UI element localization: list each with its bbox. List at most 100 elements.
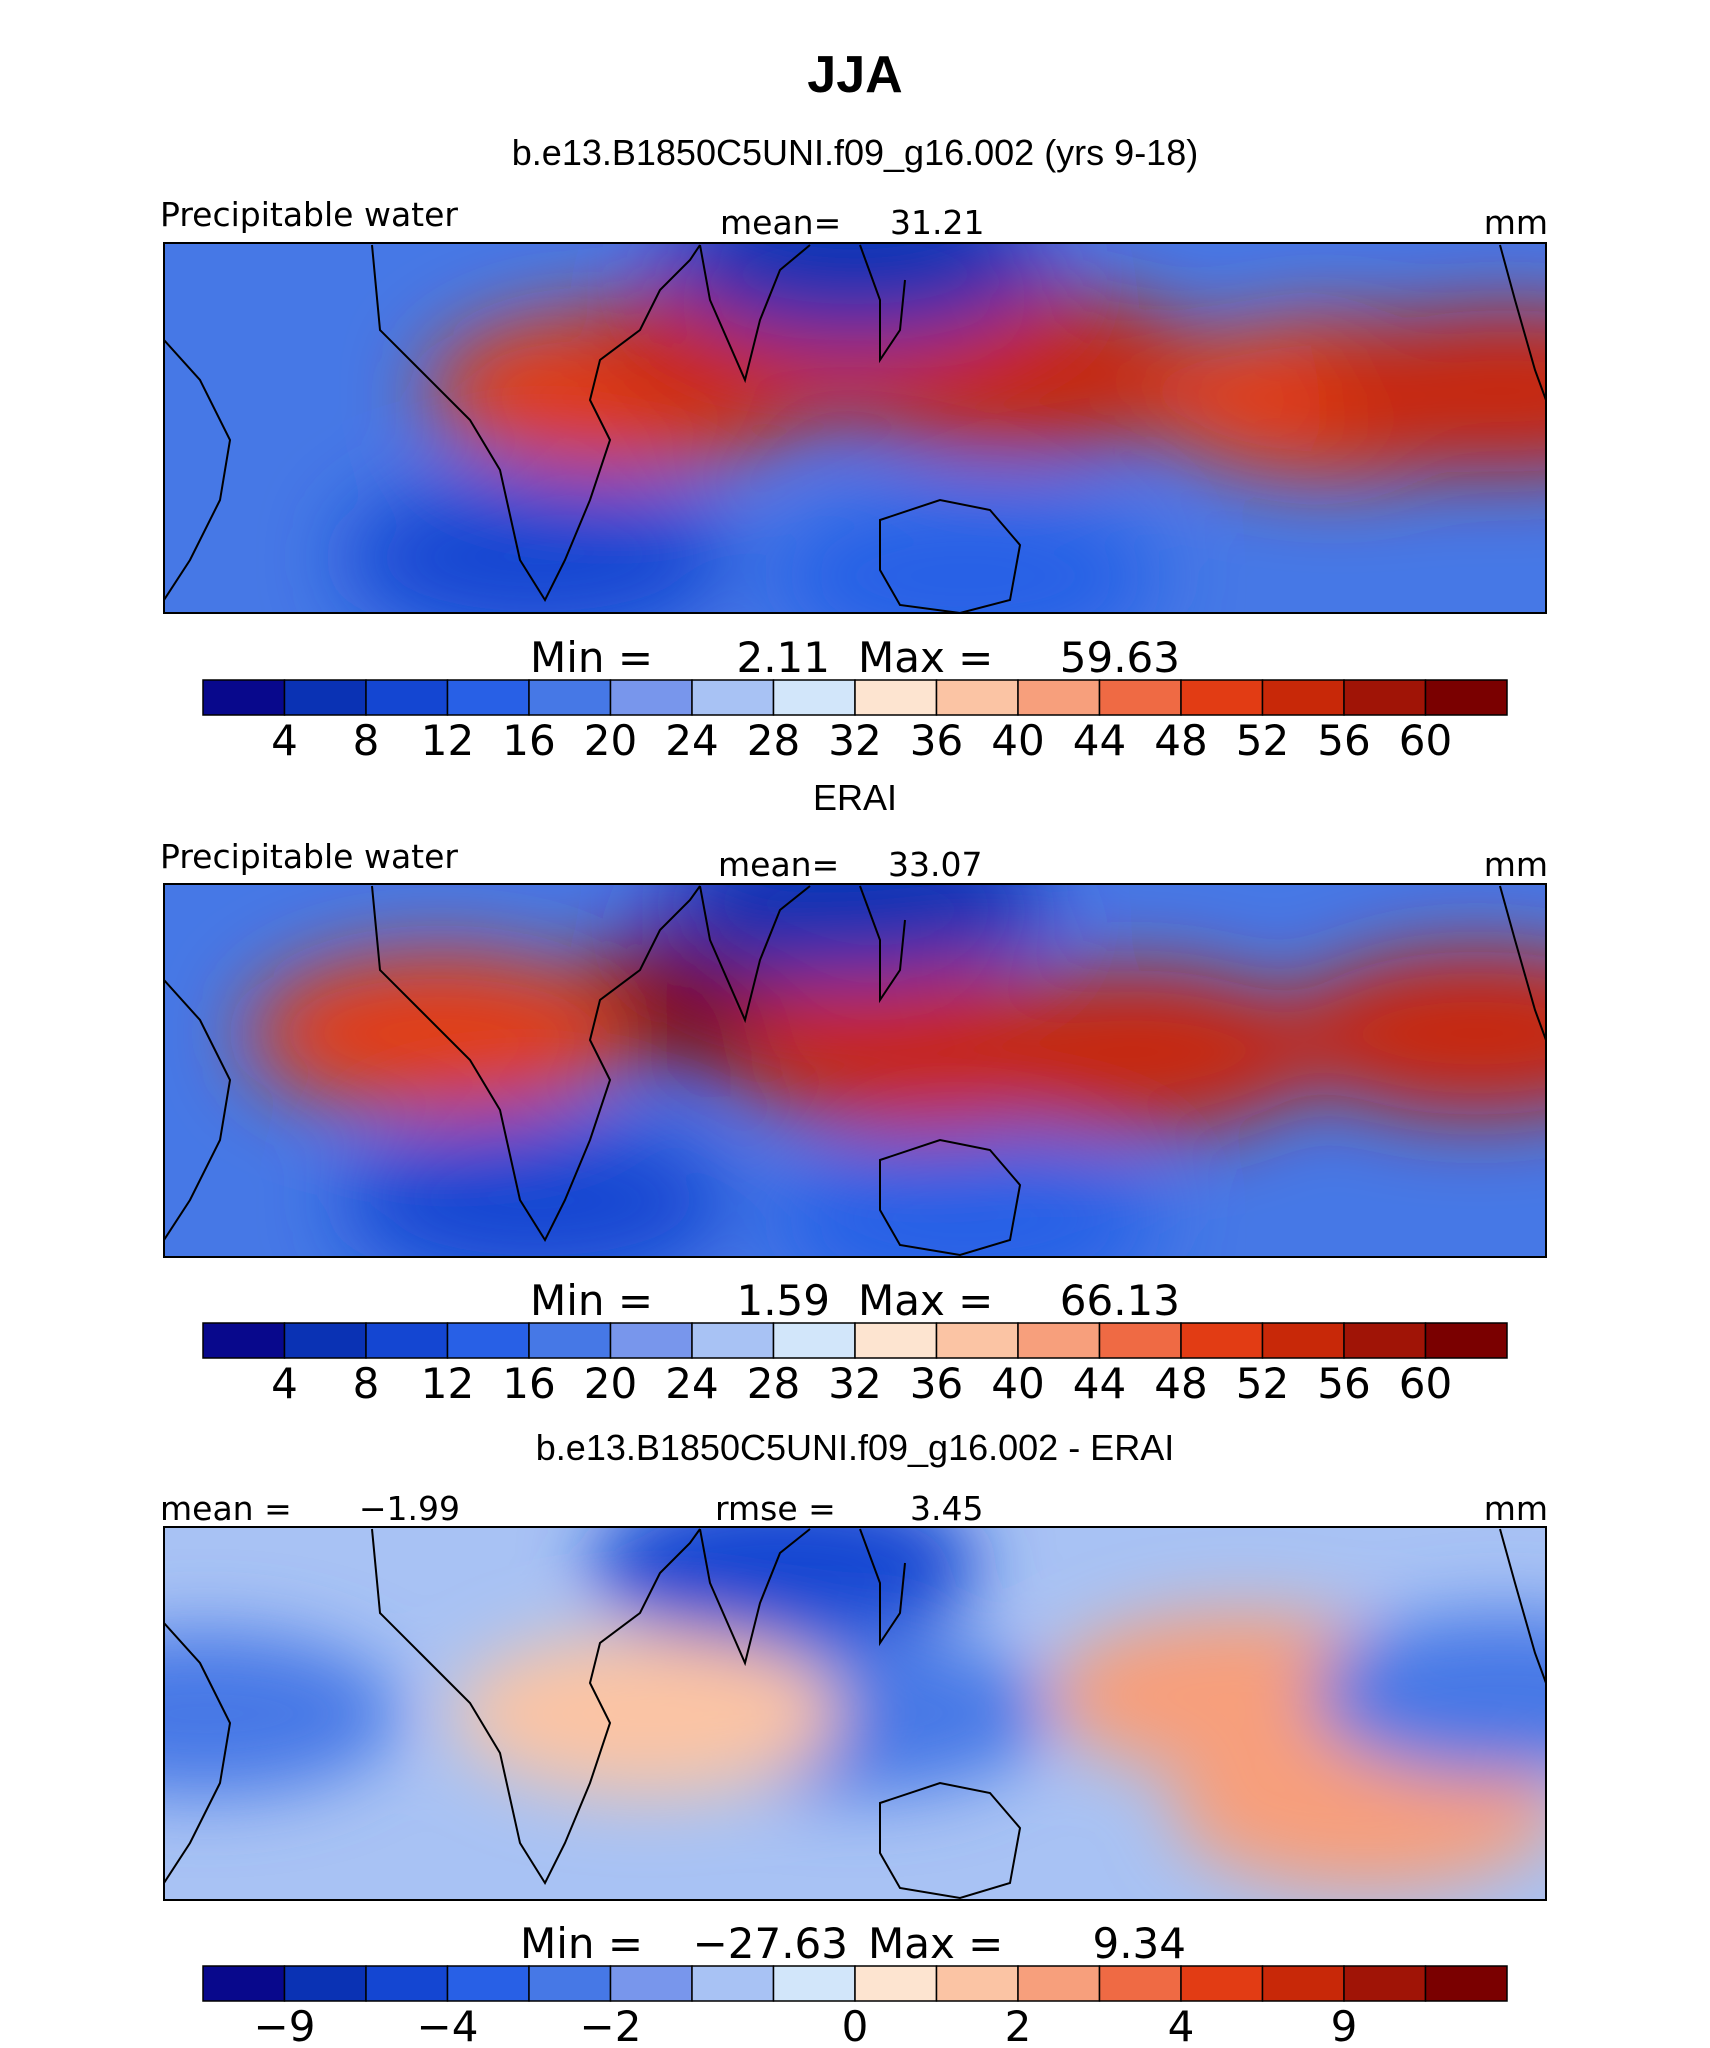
field-feature-6 xyxy=(343,1119,731,1257)
panel-2-colorbar-ticks: 4 8 12 16 20 24 28 32 36 40 44 48 52 56 60 xyxy=(271,1359,1452,1408)
panel-2-mean-label: mean= xyxy=(718,845,839,884)
colorbar-tick-label: 44 xyxy=(1073,716,1126,765)
colorbar-box-14 xyxy=(1343,1965,1427,2002)
panel-2-mean-value: 33.07 xyxy=(888,845,982,884)
panel-1-coastlines xyxy=(164,244,1546,613)
panel-2-variable-label: Precipitable water xyxy=(160,837,458,876)
colorbar-tick-label: 16 xyxy=(502,1359,555,1408)
colorbar-tick-label: 36 xyxy=(910,716,963,765)
colorbar-tick-label: 8 xyxy=(353,716,380,765)
colorbar-tick-label: 20 xyxy=(584,716,637,765)
colorbar-box-9 xyxy=(935,1322,1019,1359)
colorbar-tick-label: 56 xyxy=(1317,1359,1370,1408)
panel-1-units: mm xyxy=(1484,203,1548,242)
panel-3-rmse-value: 3.45 xyxy=(910,1489,983,1528)
colorbar-box-6 xyxy=(691,1322,775,1359)
panel-3-min-label: Min = xyxy=(520,1919,643,1968)
colorbar-box-1 xyxy=(283,1965,367,2002)
colorbar-box-5 xyxy=(609,1965,693,2002)
panel-3-max-value: 9.34 xyxy=(1092,1919,1186,1968)
colorbar-box-5 xyxy=(609,679,693,716)
colorbar-box-7 xyxy=(772,1965,856,2002)
colorbar-box-2 xyxy=(365,1965,449,2002)
colorbar-box-11 xyxy=(1098,679,1182,716)
colorbar-box-12 xyxy=(1180,679,1264,716)
panel-1-map xyxy=(164,243,1546,613)
colorbar-tick-label: 40 xyxy=(991,716,1044,765)
field-feature-5 xyxy=(661,884,1049,985)
panel-3-max-label: Max = xyxy=(868,1919,1003,1968)
colorbar-box-15 xyxy=(1424,679,1508,716)
colorbar-box-15 xyxy=(1424,1965,1508,2002)
field-feature-4 xyxy=(246,951,634,1116)
colorbar-tick-label: 16 xyxy=(502,716,555,765)
panel-1-variable-label: Precipitable water xyxy=(160,195,458,234)
panel-1-mean-value: 31.21 xyxy=(890,203,984,242)
colorbar-box-4 xyxy=(528,1322,612,1359)
colorbar-tick-label: 60 xyxy=(1399,716,1452,765)
colorbar-tick-label: 28 xyxy=(747,716,800,765)
panel-3-coastlines xyxy=(164,1528,1546,1900)
panel-3-colorbar-ticks: −9 −4 −2 0 2 4 9 xyxy=(254,2002,1358,2048)
panel-2-max-label: Max = xyxy=(858,1276,993,1325)
colorbar-box-6 xyxy=(691,1965,775,2002)
panel-1-title: b.e13.B1850C5UNI.f09_g16.002 (yrs 9-18) xyxy=(512,132,1198,173)
colorbar-box-13 xyxy=(1261,1965,1345,2002)
colorbar-tick-label: 36 xyxy=(910,1359,963,1408)
panel-2-title: ERAI xyxy=(813,777,897,818)
colorbar-box-14 xyxy=(1343,679,1427,716)
colorbar-tick-label: 48 xyxy=(1154,1359,1207,1408)
colorbar-tick-label: −9 xyxy=(254,2002,316,2048)
colorbar-tick-label: 9 xyxy=(1331,2002,1358,2048)
colorbar-box-11 xyxy=(1098,1965,1182,2002)
colorbar-box-6 xyxy=(691,679,775,716)
colorbar-box-8 xyxy=(854,1965,938,2002)
colorbar-box-1 xyxy=(283,679,367,716)
panel-2-colorbar xyxy=(202,1322,1508,1359)
colorbar-box-0 xyxy=(202,1965,286,2002)
colorbar-tick-label: 32 xyxy=(828,1359,881,1408)
field-feature-3 xyxy=(1283,951,1546,1116)
panel-1-field xyxy=(343,243,1546,613)
colorbar-box-5 xyxy=(609,1322,693,1359)
panel-1-max-label: Max = xyxy=(858,633,993,682)
colorbar-box-1 xyxy=(283,1322,367,1359)
panel-3-title: b.e13.B1850C5UNI.f09_g16.002 - ERAI xyxy=(536,1427,1174,1468)
panel-3-field xyxy=(164,1527,1546,1889)
panel-3-min-value: −27.63 xyxy=(693,1919,848,1968)
colorbar-tick-label: 32 xyxy=(828,716,881,765)
colorbar-box-7 xyxy=(772,1322,856,1359)
colorbar-tick-label: 52 xyxy=(1236,716,1289,765)
field-feature-2 xyxy=(937,969,1325,1134)
field-feature-7 xyxy=(772,494,1159,613)
colorbar-box-0 xyxy=(202,1322,286,1359)
panel-1-mean-label: mean= xyxy=(720,203,841,242)
panel-2-frame xyxy=(163,883,1547,1258)
colorbar-tick-label: 12 xyxy=(421,716,474,765)
panel-3-mean-label: mean = xyxy=(160,1489,292,1528)
field-feature-5 xyxy=(164,1631,399,1796)
colorbar-box-4 xyxy=(528,1965,612,2002)
panel-3-mean-value: −1.99 xyxy=(359,1489,460,1528)
panel-3-units: mm xyxy=(1484,1489,1548,1528)
colorbar-tick-label: −2 xyxy=(580,2002,642,2048)
panel-2-min-label: Min = xyxy=(530,1276,653,1325)
colorbar-box-3 xyxy=(446,1965,530,2002)
colorbar-box-7 xyxy=(772,679,856,716)
panel-1-min-value: 2.11 xyxy=(736,633,830,682)
colorbar-box-12 xyxy=(1180,1322,1264,1359)
colorbar-box-2 xyxy=(365,679,449,716)
colorbar-tick-label: 60 xyxy=(1399,1359,1452,1408)
figure-title: JJA xyxy=(807,46,902,104)
colorbar-box-10 xyxy=(1017,679,1101,716)
colorbar-tick-label: 2 xyxy=(1005,2002,1032,2048)
colorbar-tick-label: 52 xyxy=(1236,1359,1289,1408)
colorbar-tick-label: 0 xyxy=(842,2002,869,2048)
colorbar-tick-label: 40 xyxy=(991,1359,1044,1408)
colorbar-tick-label: 12 xyxy=(421,1359,474,1408)
panel-1-colorbar-ticks: 4 8 12 16 20 24 28 32 36 40 44 48 52 56 60 xyxy=(271,716,1452,765)
colorbar-box-13 xyxy=(1261,679,1345,716)
colorbar-box-8 xyxy=(854,1322,938,1359)
panel-1-max-value: 59.63 xyxy=(1060,633,1180,682)
colorbar-tick-label: 44 xyxy=(1073,1359,1126,1408)
